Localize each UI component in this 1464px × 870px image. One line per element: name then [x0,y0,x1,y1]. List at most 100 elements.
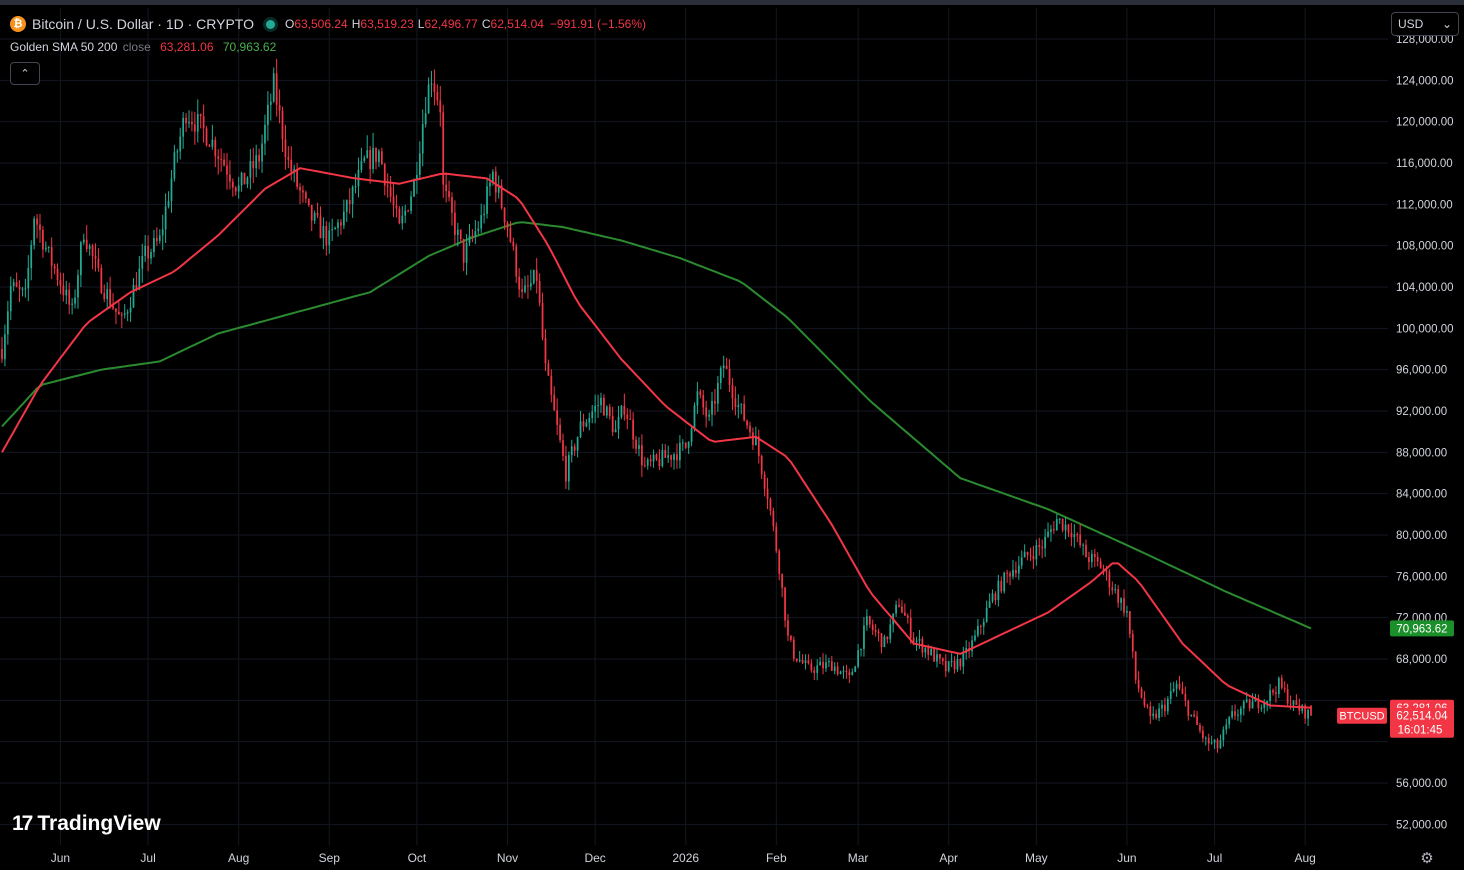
candle-up [1035,545,1038,560]
candle-down [120,314,123,316]
y-tick-label: 92,000.00 [1396,406,1447,418]
time-axis[interactable]: Jun Jul Aug Sep Oct Nov Dec 2026 Feb Mar Apr May Jun… [51,851,1316,865]
candle-up [328,230,331,246]
y-tick-label: 88,000.00 [1396,447,1447,459]
candle-down [383,164,386,186]
candle-down [778,551,781,574]
candle-down [208,145,211,147]
candle-up [264,124,266,144]
candle-down [1257,698,1260,709]
settings-gear-icon[interactable]: ⚙ [1420,850,1434,867]
top-toolbar-strip [0,0,1464,5]
candle-down [766,488,769,500]
candle-up [804,660,807,663]
candle-down [746,420,748,426]
candle-down [304,192,307,199]
candle-down [307,198,310,206]
y-tick-label: 96,000.00 [1396,365,1447,377]
candle-down [518,276,521,290]
candle-down [629,418,632,420]
candle-up [646,459,649,466]
last-price-tag [1390,707,1454,738]
candle-down [448,190,450,198]
candle-up [129,307,132,313]
candle-up [249,161,252,178]
candle-down [375,147,377,163]
candle-up [524,285,526,292]
candle-up [1126,611,1128,613]
candle-down [217,156,220,159]
y-tick-label: 128,000.00 [1396,34,1454,46]
candle-down [39,224,41,230]
candle-up [293,168,296,172]
candle-up [863,625,865,649]
candle-up [196,113,199,132]
market-status-icon[interactable] [265,19,275,29]
candle-down [91,245,94,257]
x-tick-label: Aug [228,851,249,865]
candle-up [430,83,433,85]
candle-down [743,403,746,421]
candle-down [1234,711,1236,716]
collapse-legend-button[interactable]: ⌃ [10,62,40,85]
candle-up [974,635,976,641]
candle-up [47,246,50,248]
candle-up [918,638,921,641]
candle-up [1012,570,1014,577]
sma50-line [1,167,1312,709]
candle-up [1158,708,1160,718]
candle-down [471,235,474,237]
candle-down [1196,716,1198,725]
indicator-name[interactable]: Golden SMA 50 200 [10,40,118,54]
currency-select[interactable]: USD ⌄ [1391,12,1459,36]
candle-down [655,454,658,460]
candle-down [641,445,643,466]
candle-up [681,442,684,444]
ohlc-high: H63,519.23 [351,17,414,31]
candle-down [1202,730,1204,739]
candle-up [82,239,85,243]
candle-up [211,139,214,147]
candle-up [1152,713,1155,717]
candle-down [1286,689,1289,704]
candle-down [807,660,810,664]
candle-down [830,661,833,671]
candle-down [56,268,59,281]
symbol-title[interactable]: Bitcoin / U.S. Dollar · 1D · CRYPTO [32,16,254,32]
x-tick-label: Sep [319,851,341,865]
candle-up [1242,701,1245,709]
candle-up [1020,557,1023,566]
candle-down [1085,544,1087,558]
candle-down [676,454,678,461]
candle-down [319,215,322,239]
candle-up [1175,683,1178,689]
candle-down [953,660,956,670]
candle-up [567,455,570,482]
candle-down [731,385,734,399]
candle-down [1111,587,1114,591]
candle-down [229,174,231,182]
candle-up [106,288,109,299]
price-axis[interactable]: 52,000.0056,000.0068,000.0072,000.0076,0… [1396,34,1454,831]
candle-up [816,665,819,673]
candle-up [372,147,374,170]
candle-down [296,168,298,187]
candle-down [1295,700,1298,706]
indicator-legend[interactable]: Golden SMA 50 200 close 63,281.06 70,963… [10,40,276,54]
candle-down [901,606,903,613]
candle-up [857,650,859,667]
candle-up [1219,740,1222,749]
candle-up [1251,701,1254,709]
candle-down [515,246,518,277]
candle-down [202,116,205,129]
candle-up [1055,519,1058,531]
candle-down [868,616,871,625]
y-tick-label: 104,000.00 [1396,282,1454,294]
candle-up [170,178,173,202]
candle-up [246,177,249,185]
candle-up [924,648,927,653]
candle-down [1079,534,1082,546]
candle-up [489,182,491,187]
candle-down [340,222,342,226]
